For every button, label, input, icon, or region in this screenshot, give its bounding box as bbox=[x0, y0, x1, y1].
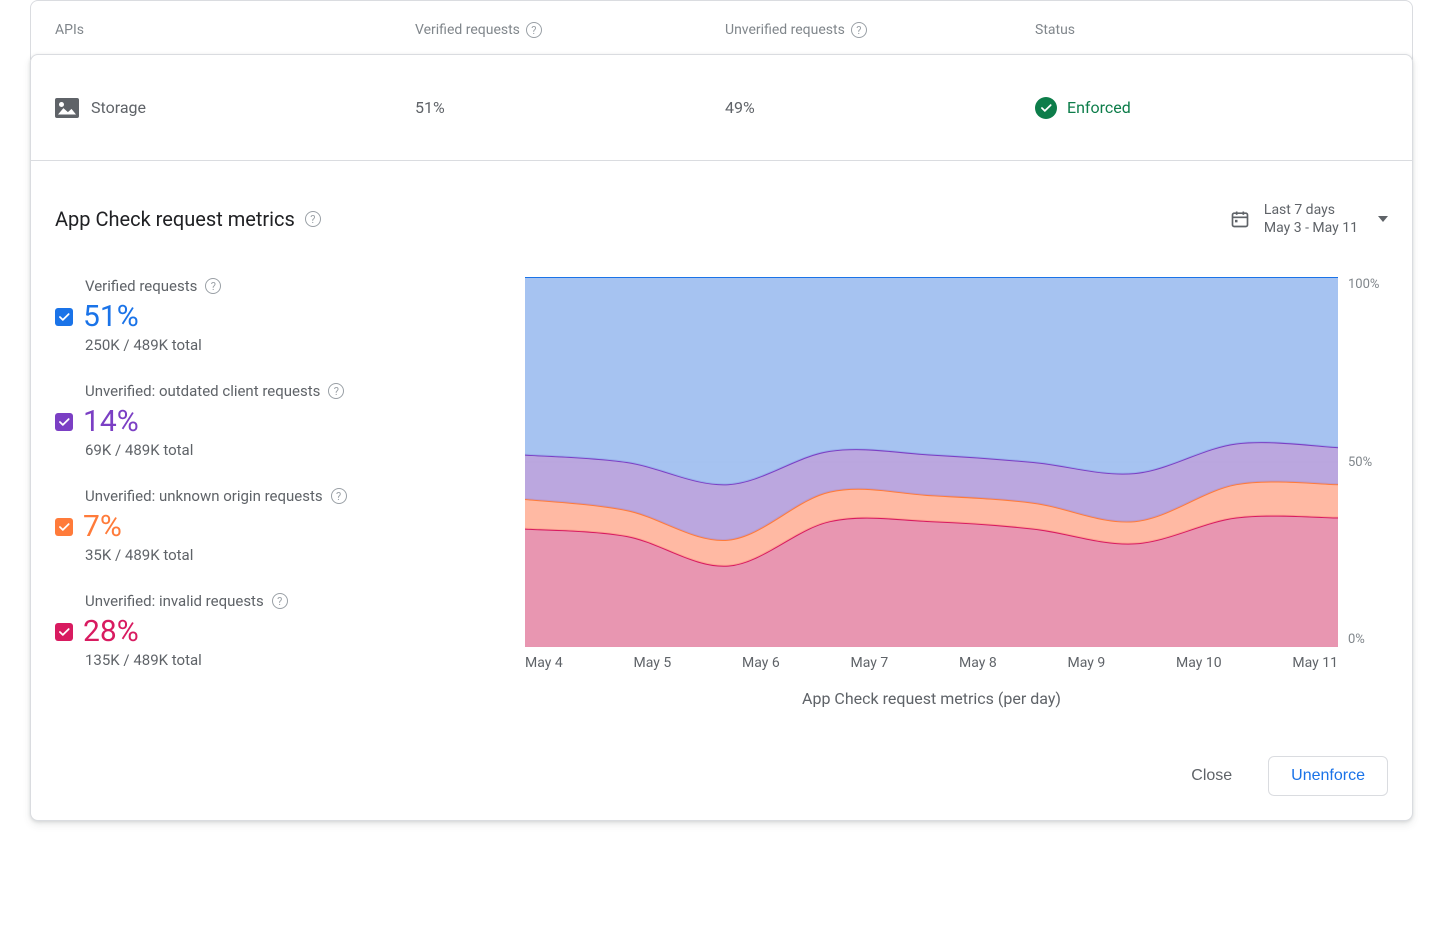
metric-sub: 35K / 489K total bbox=[85, 546, 485, 564]
help-icon[interactable]: ? bbox=[851, 22, 867, 38]
x-tick: May 6 bbox=[742, 655, 780, 671]
api-unverified-pct: 49% bbox=[725, 98, 1035, 117]
card-footer: Close Unenforce bbox=[31, 732, 1412, 820]
calendar-icon bbox=[1230, 209, 1250, 229]
series-toggle-verified[interactable] bbox=[55, 308, 73, 326]
series-toggle-unknown[interactable] bbox=[55, 518, 73, 536]
status-label: Enforced bbox=[1067, 98, 1131, 117]
metric-pct: 28% bbox=[83, 614, 139, 649]
metric-sub: 69K / 489K total bbox=[85, 441, 485, 459]
x-tick: May 4 bbox=[525, 655, 563, 671]
close-button[interactable]: Close bbox=[1179, 759, 1244, 793]
x-tick: May 8 bbox=[959, 655, 997, 671]
metrics-title: App Check request metrics ? bbox=[55, 207, 321, 231]
series-toggle-outdated[interactable] bbox=[55, 413, 73, 431]
x-tick: May 10 bbox=[1176, 655, 1222, 671]
x-tick: May 5 bbox=[634, 655, 672, 671]
metric-unknown: Unverified: unknown origin requests ? 7%… bbox=[55, 487, 485, 564]
metric-outdated: Unverified: outdated client requests ? 1… bbox=[55, 382, 485, 459]
metric-invalid: Unverified: invalid requests ? 28% 135K … bbox=[55, 592, 485, 669]
header-col-apis: APIs bbox=[55, 22, 415, 38]
unenforce-button[interactable]: Unenforce bbox=[1268, 756, 1388, 796]
x-tick: May 7 bbox=[851, 655, 889, 671]
api-verified-pct: 51% bbox=[415, 98, 725, 117]
y-tick: 0% bbox=[1348, 632, 1388, 647]
help-icon[interactable]: ? bbox=[331, 488, 347, 504]
metric-pct: 51% bbox=[83, 299, 139, 334]
help-icon[interactable]: ? bbox=[272, 593, 288, 609]
help-icon[interactable]: ? bbox=[205, 278, 221, 294]
storage-icon bbox=[55, 98, 79, 118]
metric-pct: 7% bbox=[83, 509, 122, 544]
api-detail-card: Storage 51% 49% Enforced App Check reque… bbox=[30, 54, 1413, 821]
y-tick: 50% bbox=[1348, 455, 1388, 470]
chart-y-axis: 100% 50% 0% bbox=[1338, 277, 1388, 647]
table-header: APIs Verified requests ? Unverified requ… bbox=[30, 0, 1413, 60]
header-col-status: Status bbox=[1035, 22, 1388, 38]
header-col-verified: Verified requests ? bbox=[415, 22, 725, 38]
y-tick: 100% bbox=[1348, 277, 1388, 292]
x-tick: May 11 bbox=[1292, 655, 1338, 671]
metric-pct: 14% bbox=[83, 404, 139, 439]
metric-label: Unverified: outdated client requests bbox=[85, 382, 320, 400]
check-circle-icon bbox=[1035, 97, 1057, 119]
api-row-storage[interactable]: Storage 51% 49% Enforced bbox=[31, 55, 1412, 161]
metric-sub: 250K / 489K total bbox=[85, 336, 485, 354]
metric-label: Verified requests bbox=[85, 277, 197, 295]
help-icon[interactable]: ? bbox=[526, 22, 542, 38]
chevron-down-icon bbox=[1378, 216, 1388, 222]
api-name-label: Storage bbox=[91, 98, 146, 117]
series-toggle-invalid[interactable] bbox=[55, 623, 73, 641]
date-range-value: May 3 - May 11 bbox=[1264, 219, 1358, 237]
help-icon[interactable]: ? bbox=[328, 383, 344, 399]
metrics-legend: Verified requests ? 51% 250K / 489K tota… bbox=[55, 277, 485, 708]
x-tick: May 9 bbox=[1068, 655, 1106, 671]
help-icon[interactable]: ? bbox=[305, 211, 321, 227]
metric-label: Unverified: invalid requests bbox=[85, 592, 264, 610]
header-col-unverified: Unverified requests ? bbox=[725, 22, 1035, 38]
chart-caption: App Check request metrics (per day) bbox=[525, 689, 1388, 708]
chart-x-axis: May 4 May 5 May 6 May 7 May 8 May 9 May 10 May … bbox=[525, 655, 1388, 671]
metric-sub: 135K / 489K total bbox=[85, 651, 485, 669]
metrics-area-chart bbox=[525, 277, 1338, 647]
metric-verified: Verified requests ? 51% 250K / 489K tota… bbox=[55, 277, 485, 354]
metric-label: Unverified: unknown origin requests bbox=[85, 487, 323, 505]
date-range-picker[interactable]: Last 7 days May 3 - May 11 bbox=[1230, 201, 1388, 237]
date-range-label: Last 7 days bbox=[1264, 201, 1358, 219]
